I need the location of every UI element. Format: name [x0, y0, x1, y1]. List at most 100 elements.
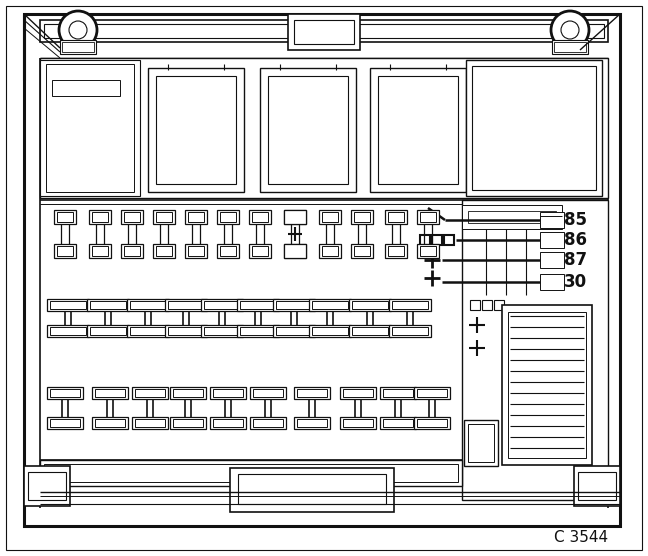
Bar	[213, 389, 243, 397]
Bar	[284, 210, 306, 224]
Bar	[40, 20, 608, 42]
Bar	[135, 389, 165, 397]
Bar	[47, 325, 89, 337]
Bar	[185, 210, 207, 224]
Bar	[87, 299, 129, 311]
Bar	[40, 460, 462, 486]
Bar	[95, 389, 125, 397]
Bar	[309, 299, 351, 311]
Bar	[24, 466, 70, 506]
Bar	[392, 327, 428, 335]
Bar	[54, 210, 76, 224]
Bar	[383, 389, 413, 397]
Bar	[47, 299, 89, 311]
Circle shape	[561, 21, 579, 39]
Bar	[249, 210, 271, 224]
Bar	[312, 327, 348, 335]
Bar	[188, 246, 204, 256]
Bar	[165, 299, 207, 311]
Bar	[508, 312, 586, 458]
Bar	[288, 14, 360, 50]
Bar	[380, 387, 416, 399]
Bar	[201, 325, 243, 337]
Bar	[50, 389, 80, 397]
Bar	[153, 244, 175, 258]
Bar	[276, 301, 312, 309]
Bar	[90, 327, 126, 335]
Bar	[170, 417, 206, 429]
Bar	[389, 299, 431, 311]
Bar	[349, 299, 391, 311]
Bar	[121, 210, 143, 224]
Bar	[462, 200, 608, 500]
Text: 87: 87	[564, 251, 587, 269]
Bar	[322, 212, 338, 222]
Bar	[89, 210, 111, 224]
Bar	[95, 419, 125, 427]
Text: 86: 86	[564, 231, 587, 249]
Bar	[540, 232, 564, 248]
Bar	[349, 325, 391, 337]
Bar	[273, 299, 315, 311]
Bar	[60, 40, 96, 54]
Bar	[237, 325, 279, 337]
Bar	[552, 40, 588, 54]
Bar	[201, 299, 243, 311]
Bar	[92, 387, 128, 399]
Bar	[354, 212, 370, 222]
Bar	[417, 244, 439, 258]
Bar	[343, 419, 373, 427]
Bar	[217, 244, 239, 258]
Bar	[121, 244, 143, 258]
Bar	[240, 327, 276, 335]
Bar	[92, 212, 108, 222]
Bar	[322, 246, 338, 256]
Bar	[253, 389, 283, 397]
Bar	[414, 387, 450, 399]
Bar	[40, 60, 140, 196]
Bar	[168, 327, 204, 335]
Bar	[210, 387, 246, 399]
Bar	[554, 42, 586, 52]
Bar	[287, 212, 303, 222]
Bar	[204, 327, 240, 335]
Bar	[385, 244, 407, 258]
Bar	[89, 244, 111, 258]
Bar	[340, 417, 376, 429]
Bar	[466, 60, 602, 196]
Bar	[52, 80, 120, 96]
Bar	[388, 212, 404, 222]
Bar	[540, 212, 564, 228]
Bar	[250, 387, 286, 399]
Circle shape	[551, 11, 589, 49]
Bar	[46, 64, 134, 192]
Bar	[352, 301, 388, 309]
Bar	[273, 325, 315, 337]
Bar	[127, 299, 169, 311]
Bar	[297, 389, 327, 397]
Circle shape	[69, 21, 87, 39]
Bar	[444, 235, 454, 245]
Bar	[135, 419, 165, 427]
Bar	[472, 66, 596, 190]
Bar	[378, 76, 458, 184]
Bar	[153, 210, 175, 224]
Text: C 3544: C 3544	[554, 530, 608, 545]
Bar	[220, 246, 236, 256]
Circle shape	[59, 11, 97, 49]
Bar	[351, 210, 373, 224]
Bar	[385, 210, 407, 224]
Bar	[470, 300, 480, 310]
Bar	[414, 417, 450, 429]
Bar	[468, 424, 494, 462]
Bar	[343, 389, 373, 397]
Bar	[482, 300, 492, 310]
Bar	[253, 419, 283, 427]
Bar	[44, 24, 604, 38]
Bar	[294, 20, 354, 44]
Bar	[383, 419, 413, 427]
Bar	[50, 301, 86, 309]
Bar	[127, 325, 169, 337]
Bar	[494, 300, 504, 310]
Bar	[50, 419, 80, 427]
